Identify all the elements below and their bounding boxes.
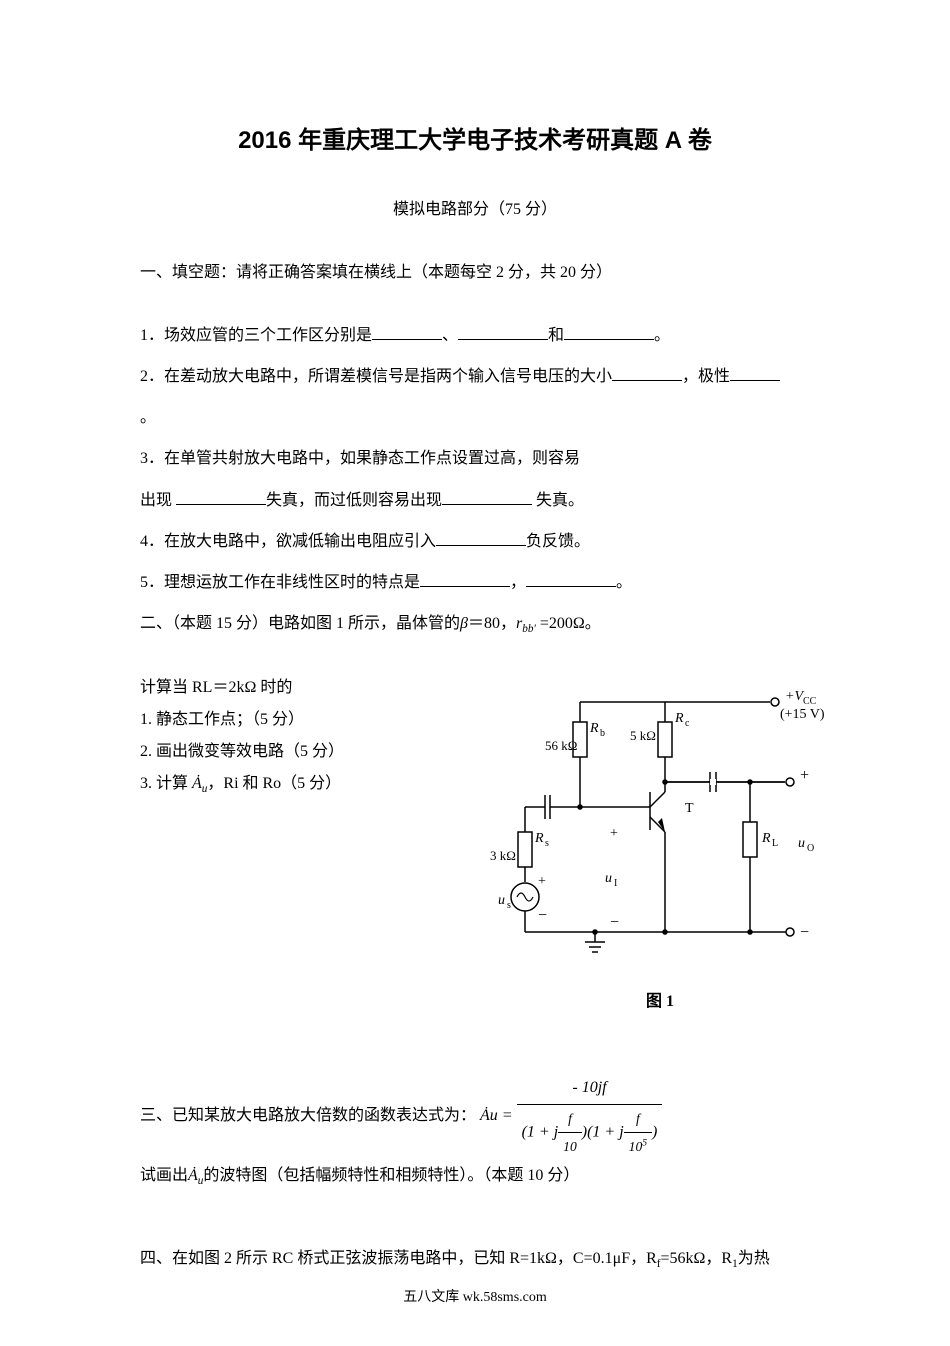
- svg-text:+V: +V: [785, 689, 804, 704]
- q1-prefix: 1．场效应管的三个工作区分别是: [140, 327, 372, 344]
- q4-prefix: 4．在放大电路中，欲减低输出电阻应引入: [140, 533, 436, 550]
- s2-q3-mid: ，Ri 和 Ro（5 分）: [207, 775, 341, 792]
- svg-text:CC: CC: [803, 696, 817, 707]
- q2-sep: ，极性: [682, 368, 730, 385]
- s2-q3: 3. 计算 Ȧu，Ri 和 Ro（5 分）: [140, 768, 480, 801]
- svg-text:R: R: [589, 721, 599, 736]
- svg-text:R: R: [534, 831, 544, 846]
- svg-text:56 kΩ: 56 kΩ: [545, 738, 577, 753]
- svg-text:u: u: [498, 893, 505, 908]
- blank: [442, 489, 532, 505]
- svg-text:−: −: [800, 924, 809, 941]
- s3-line2-end: 的波特图（包括幅频特性和相频特性）。（本题 10 分）: [203, 1167, 579, 1184]
- s2-subheader: 计算当 RL＝2kΩ 时的: [140, 672, 480, 704]
- blank: [730, 365, 780, 381]
- s2-prefix: 二、（本题 15 分）电路如图 1 所示，晶体管的: [140, 615, 460, 632]
- svg-text:s: s: [545, 838, 549, 849]
- section1-header: 一、填空题：请将正确答案填在横线上（本题每空 2 分，共 20 分）: [140, 259, 810, 288]
- q3-line2-mid: 失真，而过低则容易出现: [266, 492, 442, 509]
- q1: 1．场效应管的三个工作区分别是 、 和 。: [140, 318, 810, 353]
- s4-end: 为热: [738, 1250, 770, 1267]
- figure-1-caption: 图 1: [490, 987, 830, 1011]
- beta-symbol: β: [460, 615, 468, 632]
- svg-text:c: c: [685, 718, 690, 729]
- blank: [526, 571, 616, 587]
- s2-q3-prefix: 3. 计算: [140, 775, 192, 792]
- q4: 4．在放大电路中，欲减低输出电阻应引入 负反馈。: [140, 524, 810, 559]
- s4-prefix: 四、在如图 2 所示 RC 桥式正弦波振荡电路中，已知 R=1kΩ，C=0.1μ…: [140, 1250, 657, 1267]
- s3-prefix: 三、已知某放大电路放大倍数的函数表达式为：: [140, 1107, 476, 1124]
- circuit-diagram: +V CC (+15 V) R b 56 kΩ R c 5 kΩ: [490, 672, 830, 1011]
- section2-body: 计算当 RL＝2kΩ 时的 1. 静态工作点；（5 分） 2. 画出微变等效电路…: [140, 672, 810, 1032]
- rbb-symbol: rbb': [516, 615, 536, 632]
- svg-text:I: I: [614, 878, 617, 889]
- svg-text:O: O: [807, 843, 814, 854]
- svg-text:5 kΩ: 5 kΩ: [630, 728, 656, 743]
- blank: [372, 324, 442, 340]
- blank: [612, 365, 682, 381]
- q2-prefix: 2．在差动放大电路中，所谓差模信号是指两个输入信号电压的大小: [140, 368, 612, 385]
- q4-end: 负反馈。: [526, 533, 590, 550]
- svg-text:R: R: [761, 831, 771, 846]
- svg-text:+: +: [610, 826, 618, 841]
- q5-prefix: 5．理想运放工作在非线性区时的特点是: [140, 574, 420, 591]
- blank: [458, 324, 548, 340]
- s2-q1: 1. 静态工作点；（5 分）: [140, 704, 480, 736]
- svg-text:T: T: [685, 801, 694, 816]
- section4: 四、在如图 2 所示 RC 桥式正弦波振荡电路中，已知 R=1kΩ，C=0.1μ…: [140, 1243, 810, 1276]
- s2-q2: 2. 画出微变等效电路（5 分）: [140, 736, 480, 768]
- svg-text:−: −: [610, 914, 619, 931]
- section3: 三、已知某放大电路放大倍数的函数表达式为： Ȧu = - 10jf (1 + j…: [140, 1072, 810, 1193]
- au-symbol: Ȧu: [192, 775, 207, 792]
- svg-text:3 kΩ: 3 kΩ: [490, 848, 516, 863]
- q3-line1: 3．在单管共射放大电路中，如果静态工作点设置过高，则容易: [140, 441, 810, 476]
- svg-text:u: u: [605, 871, 612, 886]
- blank: [436, 530, 526, 546]
- au-symbol-2: Ȧu: [188, 1167, 203, 1184]
- blank: [420, 571, 510, 587]
- svg-text:+: +: [800, 767, 809, 784]
- blank: [564, 324, 654, 340]
- footer: 五八文库 wk.58sms.com: [0, 1286, 950, 1306]
- q1-sep1: 、: [442, 327, 458, 344]
- svg-text:u: u: [798, 836, 805, 851]
- page-title: 2016 年重庆理工大学电子技术考研真题 A 卷: [140, 120, 810, 155]
- svg-text:L: L: [772, 838, 778, 849]
- svg-text:−: −: [538, 907, 547, 924]
- s3-line2-prefix: 试画出: [140, 1167, 188, 1184]
- beta-val: ＝80，: [468, 615, 516, 632]
- q3-line2-end: 失真。: [532, 492, 584, 509]
- q1-sep2: 和: [548, 327, 564, 344]
- rbb-val: =200Ω。: [536, 615, 601, 632]
- q2: 2．在差动放大电路中，所谓差模信号是指两个输入信号电压的大小 ，极性: [140, 359, 810, 394]
- q1-end: 。: [654, 327, 670, 344]
- q2-end-line: 。: [140, 400, 810, 435]
- subtitle: 模拟电路部分（75 分）: [140, 195, 810, 219]
- q2-end: 。: [140, 409, 156, 426]
- svg-text:(+15 V): (+15 V): [780, 707, 825, 722]
- section2-header: 二、（本题 15 分）电路如图 1 所示，晶体管的β＝80，rbb' =200Ω…: [140, 606, 810, 642]
- q3-line2: 出现 失真，而过低则容易出现 失真。: [140, 483, 810, 518]
- s3-formula: Ȧu = - 10jf (1 + jf10)(1 + jf105): [480, 1072, 662, 1160]
- svg-text:R: R: [674, 711, 684, 726]
- q5-sep: ，: [510, 574, 526, 591]
- svg-text:s: s: [507, 900, 511, 911]
- s4-mid: =56kΩ，R: [661, 1250, 733, 1267]
- blank: [176, 489, 266, 505]
- q5-end: 。: [616, 574, 632, 591]
- svg-text:b: b: [600, 728, 605, 739]
- q5: 5．理想运放工作在非线性区时的特点是 ， 。: [140, 565, 810, 600]
- q3-line2-prefix: 出现: [140, 492, 176, 509]
- svg-text:+: +: [538, 874, 546, 889]
